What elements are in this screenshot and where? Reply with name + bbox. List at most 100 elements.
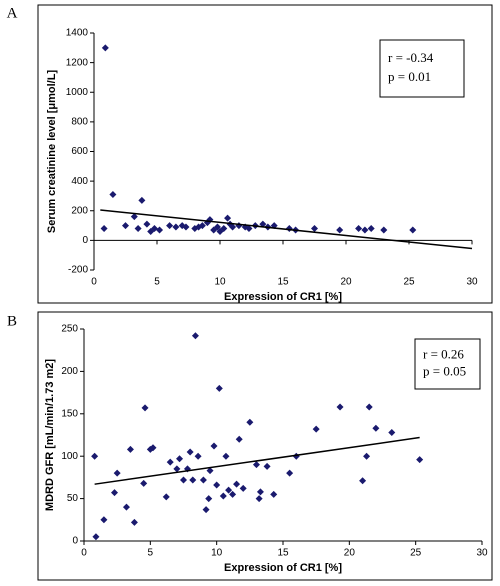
y-tick-label: 1000	[66, 87, 89, 98]
data-point	[224, 214, 232, 222]
x-tick-label: 0	[91, 277, 97, 288]
data-point	[235, 435, 243, 443]
data-point	[126, 445, 134, 453]
y-tick-label: 0	[72, 536, 78, 547]
y-tick-label: 800	[71, 117, 88, 128]
data-point	[100, 516, 108, 524]
data-point	[100, 225, 108, 233]
data-point	[365, 403, 373, 411]
data-point	[215, 384, 223, 392]
data-point	[270, 490, 278, 498]
panel-label: B	[7, 313, 17, 329]
data-point	[380, 226, 388, 234]
stats-text: p = 0.05	[423, 363, 466, 378]
data-point	[130, 518, 138, 526]
data-point	[182, 223, 190, 231]
x-tick-label: 20	[344, 548, 356, 559]
data-point	[122, 503, 130, 511]
data-point	[220, 225, 228, 233]
data-point	[194, 452, 202, 460]
data-point	[256, 488, 264, 496]
data-point	[355, 225, 363, 233]
data-point	[176, 455, 184, 463]
data-point	[263, 462, 271, 470]
panel-label: A	[7, 5, 18, 21]
data-point	[199, 476, 207, 484]
data-point	[134, 225, 142, 233]
data-point	[416, 456, 424, 464]
y-tick-label: -200	[68, 265, 88, 276]
x-tick-label: 30	[476, 548, 488, 559]
data-point	[141, 404, 149, 412]
y-tick-label: 200	[61, 366, 78, 377]
x-tick-label: 25	[410, 548, 422, 559]
data-point	[143, 220, 151, 228]
y-axis-label: Serum creatinine level [μmol/L]	[46, 70, 58, 234]
data-point	[312, 425, 320, 433]
x-tick-label: 5	[148, 548, 154, 559]
stats-text: r = 0.26	[423, 347, 464, 362]
x-tick-label: 25	[403, 277, 415, 288]
data-point	[409, 226, 417, 234]
data-point	[219, 492, 227, 500]
data-point	[233, 480, 241, 488]
data-point	[259, 220, 267, 228]
trend-line	[100, 209, 473, 250]
stats-text: r = -0.34	[388, 50, 434, 65]
data-point	[149, 444, 157, 452]
data-point	[140, 479, 148, 487]
data-point	[311, 225, 318, 233]
x-tick-label: 10	[214, 277, 226, 288]
stats-box	[414, 338, 481, 390]
data-point	[180, 476, 187, 484]
data-point	[166, 222, 174, 230]
data-point	[210, 442, 218, 450]
data-point	[222, 452, 230, 460]
data-point	[122, 222, 129, 230]
data-point	[111, 489, 119, 497]
y-tick-label: 250	[61, 324, 78, 335]
data-point	[239, 484, 247, 492]
data-point	[166, 458, 174, 466]
data-point	[225, 486, 233, 494]
data-point	[138, 196, 146, 204]
y-tick-label: 1200	[66, 57, 89, 68]
y-tick-label: 200	[71, 205, 88, 216]
data-point	[363, 452, 371, 460]
y-tick-label: 50	[67, 493, 79, 504]
x-tick-label: 5	[154, 277, 160, 288]
panel-frame	[37, 311, 493, 581]
data-point	[252, 461, 260, 469]
y-tick-label: 1400	[66, 28, 89, 39]
stats-text: p = 0.01	[388, 69, 431, 84]
x-tick-label: 0	[81, 548, 87, 559]
y-tick-label: 400	[71, 176, 88, 187]
y-axis-label: MDRD GFR [mL/min/1.73 m2]	[44, 359, 56, 512]
y-tick-label: 0	[82, 235, 88, 246]
data-point	[206, 467, 214, 475]
data-point	[130, 213, 138, 221]
x-tick-label: 15	[277, 548, 289, 559]
x-tick-label: 15	[277, 277, 289, 288]
data-point	[191, 332, 199, 340]
data-point	[235, 222, 243, 230]
data-point	[172, 223, 180, 231]
data-point	[150, 225, 158, 233]
stats-box	[379, 39, 465, 98]
data-point	[113, 469, 121, 477]
data-point	[229, 490, 237, 498]
trend-line	[94, 436, 420, 485]
data-point	[336, 403, 344, 411]
data-point	[367, 225, 375, 233]
data-point	[213, 481, 221, 489]
panel-frame	[37, 4, 493, 304]
data-point	[198, 222, 206, 230]
data-point	[205, 495, 213, 503]
data-point	[173, 465, 181, 473]
data-point	[245, 225, 253, 233]
data-point	[286, 469, 294, 477]
x-tick-label: 20	[340, 277, 352, 288]
data-point	[186, 448, 194, 456]
data-point	[372, 424, 380, 432]
